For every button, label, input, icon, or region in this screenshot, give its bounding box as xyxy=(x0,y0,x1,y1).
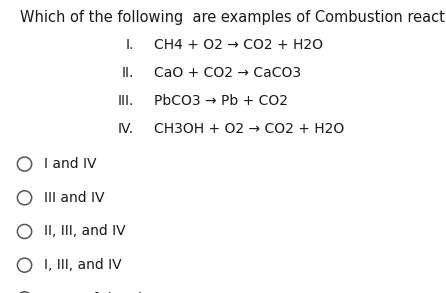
Text: CH3OH + O2 → CO2 + H2O: CH3OH + O2 → CO2 + H2O xyxy=(154,122,344,136)
Text: I and IV: I and IV xyxy=(44,157,96,171)
Text: PbCO3 → Pb + CO2: PbCO3 → Pb + CO2 xyxy=(154,94,288,108)
Text: Which of the following  are examples of Combustion reactions?: Which of the following are examples of C… xyxy=(20,10,446,25)
Text: CaO + CO2 → CaCO3: CaO + CO2 → CaCO3 xyxy=(154,66,301,80)
Text: III and IV: III and IV xyxy=(44,191,104,205)
Text: CH4 + O2 → CO2 + H2O: CH4 + O2 → CO2 + H2O xyxy=(154,38,323,52)
Text: II, III, and IV: II, III, and IV xyxy=(44,224,125,239)
Text: I, III, and IV: I, III, and IV xyxy=(44,258,121,272)
Text: I.: I. xyxy=(125,38,134,52)
Text: II.: II. xyxy=(121,66,134,80)
Text: IV.: IV. xyxy=(118,122,134,136)
Text: None of the above: None of the above xyxy=(44,292,172,293)
Text: III.: III. xyxy=(117,94,134,108)
